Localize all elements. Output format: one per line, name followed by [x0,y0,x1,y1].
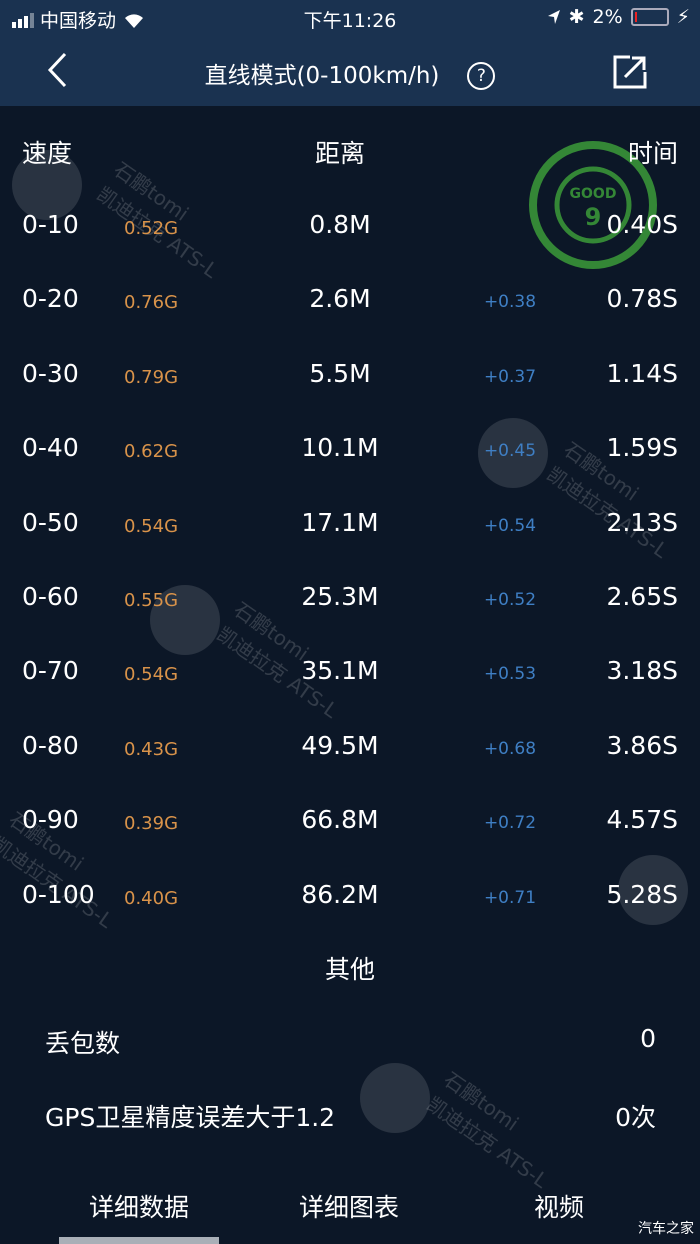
table-row: 0-30 0.79G 5.5M +0.37 1.14S [0,353,700,393]
location-icon [547,10,560,24]
table-row: 0-50 0.54G 17.1M +0.54 2.13S [0,502,700,542]
cell-distance: 49.5M [301,730,379,760]
cell-distance: 66.8M [301,805,379,835]
cell-gain: +0.72 [483,813,537,834]
charging-icon: ⚡ [676,6,690,28]
cell-speed: 0-60 [22,582,79,611]
cell-gain: +0.38 [483,292,537,313]
site-logo: 汽车之家 [638,1221,694,1237]
table-row: 0-60 0.55G 25.3M +0.52 2.65S [0,576,700,616]
cell-gain: +0.53 [483,664,537,685]
table-row: 0-10 0.52G 0.8M 0.40S [0,204,700,244]
cell-time: 3.86S [606,730,678,760]
battery-icon [630,8,669,26]
cell-g: 0.62G [124,441,179,463]
cell-time: 4.57S [606,805,678,835]
cell-time: 2.13S [606,507,678,537]
watermark: 石鹏tomi 凯迪拉克 ATS-L [422,1067,553,1193]
cell-distance: 17.1M [301,507,379,537]
cell-g: 0.39G [124,813,179,835]
table-row: 0-90 0.39G 66.8M +0.72 4.57S [0,799,700,839]
cell-gain: +0.45 [483,441,537,462]
cell-time: 3.18S [606,656,678,686]
cell-speed: 0-50 [22,507,79,537]
status-bar: 中国移动 下午11:26 ✱ 2% ⚡ [0,0,700,36]
table-row: 0-100 0.40G 86.2M +0.71 5.28S [0,874,700,914]
cell-speed: 0-70 [22,656,79,686]
cell-distance: 35.1M [301,656,379,686]
cell-time: 1.14S [606,358,678,388]
battery-percent: 2% [592,6,623,28]
cell-distance: 25.3M [301,582,379,611]
carrier: 中国移动 [40,10,117,32]
cell-distance: 10.1M [301,433,379,463]
tab-video[interactable]: 视频 [534,1193,585,1222]
cell-time: 1.59S [606,433,678,463]
back-icon[interactable] [40,50,80,90]
cell-speed: 0-30 [22,358,79,388]
nav-bar: 直线模式(0-100km/h)? [0,36,700,106]
svg-text:GOOD: GOOD [570,186,617,202]
cell-speed: 0-80 [22,730,79,760]
cell-speed: 0-100 [22,879,95,909]
table-row: 0-80 0.43G 49.5M +0.68 3.86S [0,725,700,765]
cell-g: 0.40G [124,887,179,909]
table-row: 0-70 0.54G 35.1M +0.53 3.18S [0,650,700,690]
cell-gain: +0.37 [483,366,537,387]
cell-gain: +0.52 [483,590,537,610]
cell-g: 0.55G [124,590,179,611]
cell-distance: 2.6M [309,284,371,314]
svg-text:9: 9 [585,203,602,231]
cell-time: 5.28S [606,879,678,909]
cell-gain: +0.54 [483,515,537,536]
bluetooth-icon: ✱ [568,6,585,28]
cell-time: 0.78S [606,284,678,314]
cell-g: 0.76G [124,292,179,314]
share-icon[interactable] [610,52,650,92]
cell-distance: 5.5M [309,358,371,388]
cell-speed: 0-10 [22,210,79,239]
signal-icon [12,12,34,28]
cell-distance: 86.2M [301,879,379,909]
cell-g: 0.54G [124,515,179,537]
page-title: 直线模式(0-100km/h)? [0,56,700,90]
table-header: 速度 距离 时间 [22,139,678,168]
cell-speed: 0-40 [22,433,79,463]
cell-speed: 0-20 [22,284,79,314]
cell-gain: +0.71 [483,887,537,908]
table-row: 0-40 0.62G 10.1M +0.45 1.59S [0,427,700,467]
cell-time: 2.65S [606,582,678,611]
active-tab-indicator [59,1237,219,1244]
cell-g: 0.54G [124,664,179,686]
cell-time: 0.40S [606,210,678,239]
table-row: 0-20 0.76G 2.6M +0.38 0.78S [0,278,700,318]
cell-g: 0.52G [124,218,179,239]
cell-g: 0.79G [124,366,179,388]
cell-g: 0.43G [124,738,179,760]
other-section-title: 其他 [324,955,375,984]
cell-gain: +0.68 [483,738,537,759]
tab-detail-chart[interactable]: 详细图表 [299,1193,400,1222]
tab-detail-data[interactable]: 详细数据 [89,1193,190,1222]
clock: 下午11:26 [303,10,397,32]
help-icon[interactable]: ? [467,62,496,90]
good-stamp: GOOD 9 [529,141,657,269]
cell-speed: 0-90 [22,805,79,835]
wifi-icon [125,13,144,28]
cell-distance: 0.8M [309,210,371,239]
